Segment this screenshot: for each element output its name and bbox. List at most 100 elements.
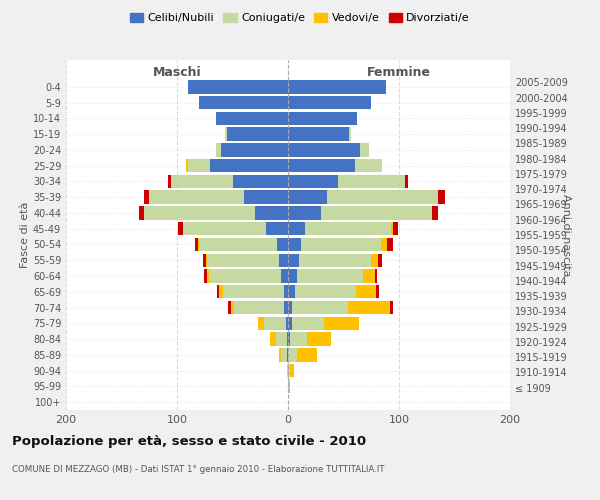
Bar	[232, 301, 233, 314]
Bar	[207, 254, 279, 267]
Bar	[233, 174, 288, 188]
Bar	[299, 254, 371, 267]
Bar	[209, 270, 281, 282]
Bar	[349, 128, 351, 141]
Bar	[348, 301, 390, 314]
Bar	[233, 301, 284, 314]
Bar	[287, 364, 288, 378]
Bar	[186, 159, 188, 172]
Bar	[217, 285, 219, 298]
Bar	[355, 159, 382, 172]
Bar	[288, 254, 299, 267]
Bar	[323, 316, 359, 330]
Bar	[288, 190, 327, 204]
Bar	[292, 316, 323, 330]
Bar	[356, 285, 376, 298]
Bar	[288, 174, 338, 188]
Text: COMUNE DI MEZZAGO (MB) - Dati ISTAT 1° gennaio 2010 - Elaborazione TUTTITALIA.IT: COMUNE DI MEZZAGO (MB) - Dati ISTAT 1° g…	[12, 465, 385, 474]
Bar	[203, 270, 207, 282]
Text: Maschi: Maschi	[152, 66, 202, 79]
Text: Femmine: Femmine	[367, 66, 431, 79]
Bar	[144, 206, 254, 220]
Bar	[394, 222, 398, 235]
Bar	[288, 159, 355, 172]
Bar	[254, 206, 288, 220]
Bar	[288, 380, 289, 393]
Bar	[290, 332, 307, 346]
Bar	[221, 143, 288, 156]
Bar	[378, 254, 382, 267]
Bar	[206, 254, 207, 267]
Bar	[223, 285, 284, 298]
Bar	[276, 332, 287, 346]
Bar	[292, 301, 348, 314]
Bar	[432, 206, 438, 220]
Bar	[297, 270, 364, 282]
Bar	[149, 190, 244, 204]
Bar	[211, 159, 288, 172]
Bar	[287, 348, 288, 362]
Bar	[284, 285, 288, 298]
Bar	[381, 238, 387, 251]
Bar	[270, 332, 276, 346]
Bar	[288, 206, 322, 220]
Bar	[279, 254, 288, 267]
Bar	[263, 316, 286, 330]
Bar	[290, 364, 293, 378]
Bar	[279, 348, 281, 362]
Bar	[288, 348, 297, 362]
Bar	[371, 254, 378, 267]
Bar	[374, 270, 377, 282]
Bar	[288, 285, 295, 298]
Bar	[178, 222, 182, 235]
Legend: Celibi/Nubili, Coniugati/e, Vedovi/e, Divorziati/e: Celibi/Nubili, Coniugati/e, Vedovi/e, Di…	[125, 8, 475, 28]
Bar	[288, 316, 292, 330]
Bar	[199, 238, 277, 251]
Bar	[244, 190, 288, 204]
Bar	[188, 80, 288, 94]
Bar	[288, 222, 305, 235]
Bar	[327, 190, 438, 204]
Bar	[266, 222, 288, 235]
Bar	[376, 285, 379, 298]
Bar	[207, 270, 209, 282]
Bar	[305, 222, 391, 235]
Y-axis label: Fasce di età: Fasce di età	[20, 202, 30, 268]
Bar	[286, 316, 288, 330]
Bar	[288, 112, 357, 125]
Bar	[288, 301, 292, 314]
Bar	[168, 174, 172, 188]
Bar	[172, 174, 233, 188]
Bar	[219, 285, 223, 298]
Bar	[289, 380, 290, 393]
Bar	[281, 270, 288, 282]
Bar	[225, 128, 227, 141]
Bar	[301, 238, 381, 251]
Bar	[322, 206, 432, 220]
Bar	[277, 238, 288, 251]
Bar	[438, 190, 445, 204]
Bar	[258, 316, 263, 330]
Bar	[216, 112, 288, 125]
Bar	[287, 332, 288, 346]
Bar	[144, 190, 149, 204]
Bar	[297, 348, 317, 362]
Bar	[188, 159, 211, 172]
Bar	[199, 96, 288, 110]
Bar	[281, 348, 287, 362]
Bar	[182, 222, 266, 235]
Bar	[387, 238, 394, 251]
Bar	[404, 174, 408, 188]
Bar	[227, 128, 288, 141]
Bar	[307, 332, 331, 346]
Bar	[288, 332, 290, 346]
Bar	[338, 174, 404, 188]
Bar	[390, 301, 394, 314]
Bar	[284, 301, 288, 314]
Bar	[288, 238, 301, 251]
Bar	[228, 301, 232, 314]
Text: Popolazione per età, sesso e stato civile - 2010: Popolazione per età, sesso e stato civil…	[12, 435, 366, 448]
Bar	[288, 270, 297, 282]
Bar	[295, 285, 356, 298]
Bar	[216, 143, 221, 156]
